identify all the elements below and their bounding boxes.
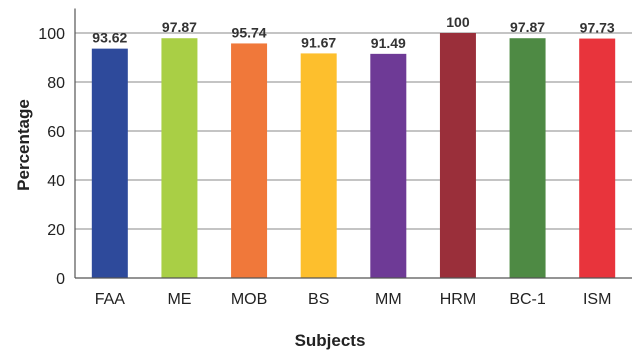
bar-me (161, 38, 198, 278)
bar-mm (370, 53, 407, 278)
data-label: 97.87 (510, 19, 545, 35)
data-label: 97.73 (580, 20, 615, 36)
y-tick-label: 100 (38, 26, 65, 43)
bars (91, 33, 616, 279)
x-tick-label: ME (167, 291, 191, 308)
y-tick-label: 0 (56, 271, 65, 288)
x-tick-label: BS (308, 291, 329, 308)
y-tick-label: 20 (47, 222, 65, 239)
bar-hrm (439, 33, 476, 278)
y-tick-labels: 0 20 40 60 80 100 (38, 26, 65, 288)
data-label: 100 (446, 14, 470, 30)
y-tick-label: 60 (47, 124, 65, 141)
x-tick-label: BC-1 (509, 291, 546, 308)
x-tick-label: ISM (583, 291, 611, 308)
gridlines (75, 32, 632, 230)
x-axis-title: Subjects (295, 331, 366, 350)
data-label: 91.67 (301, 34, 336, 50)
axes (74, 8, 632, 279)
data-label: 95.74 (232, 24, 267, 40)
y-tick-label: 80 (47, 75, 65, 92)
x-tick-label: HRM (440, 291, 476, 308)
bar-bc-1 (509, 38, 546, 278)
data-label: 93.62 (92, 30, 127, 46)
x-tick-label: MM (375, 291, 402, 308)
x-tick-labels: FAA ME MOB BS MM HRM BC-1 ISM (95, 291, 612, 308)
data-label: 97.87 (162, 19, 197, 35)
bar-ism (579, 38, 616, 279)
bar-mob (231, 43, 268, 279)
x-tick-label: MOB (231, 291, 267, 308)
y-axis-title: Percentage (14, 99, 33, 191)
data-labels: 93.62 97.87 95.74 91.67 91.49 100 97.87 97.73 (92, 14, 615, 51)
x-tick-label: FAA (95, 291, 126, 308)
bar-bs (300, 53, 337, 278)
data-label: 91.49 (371, 35, 406, 51)
bar-faa (91, 48, 128, 279)
y-tick-label: 40 (47, 173, 65, 190)
